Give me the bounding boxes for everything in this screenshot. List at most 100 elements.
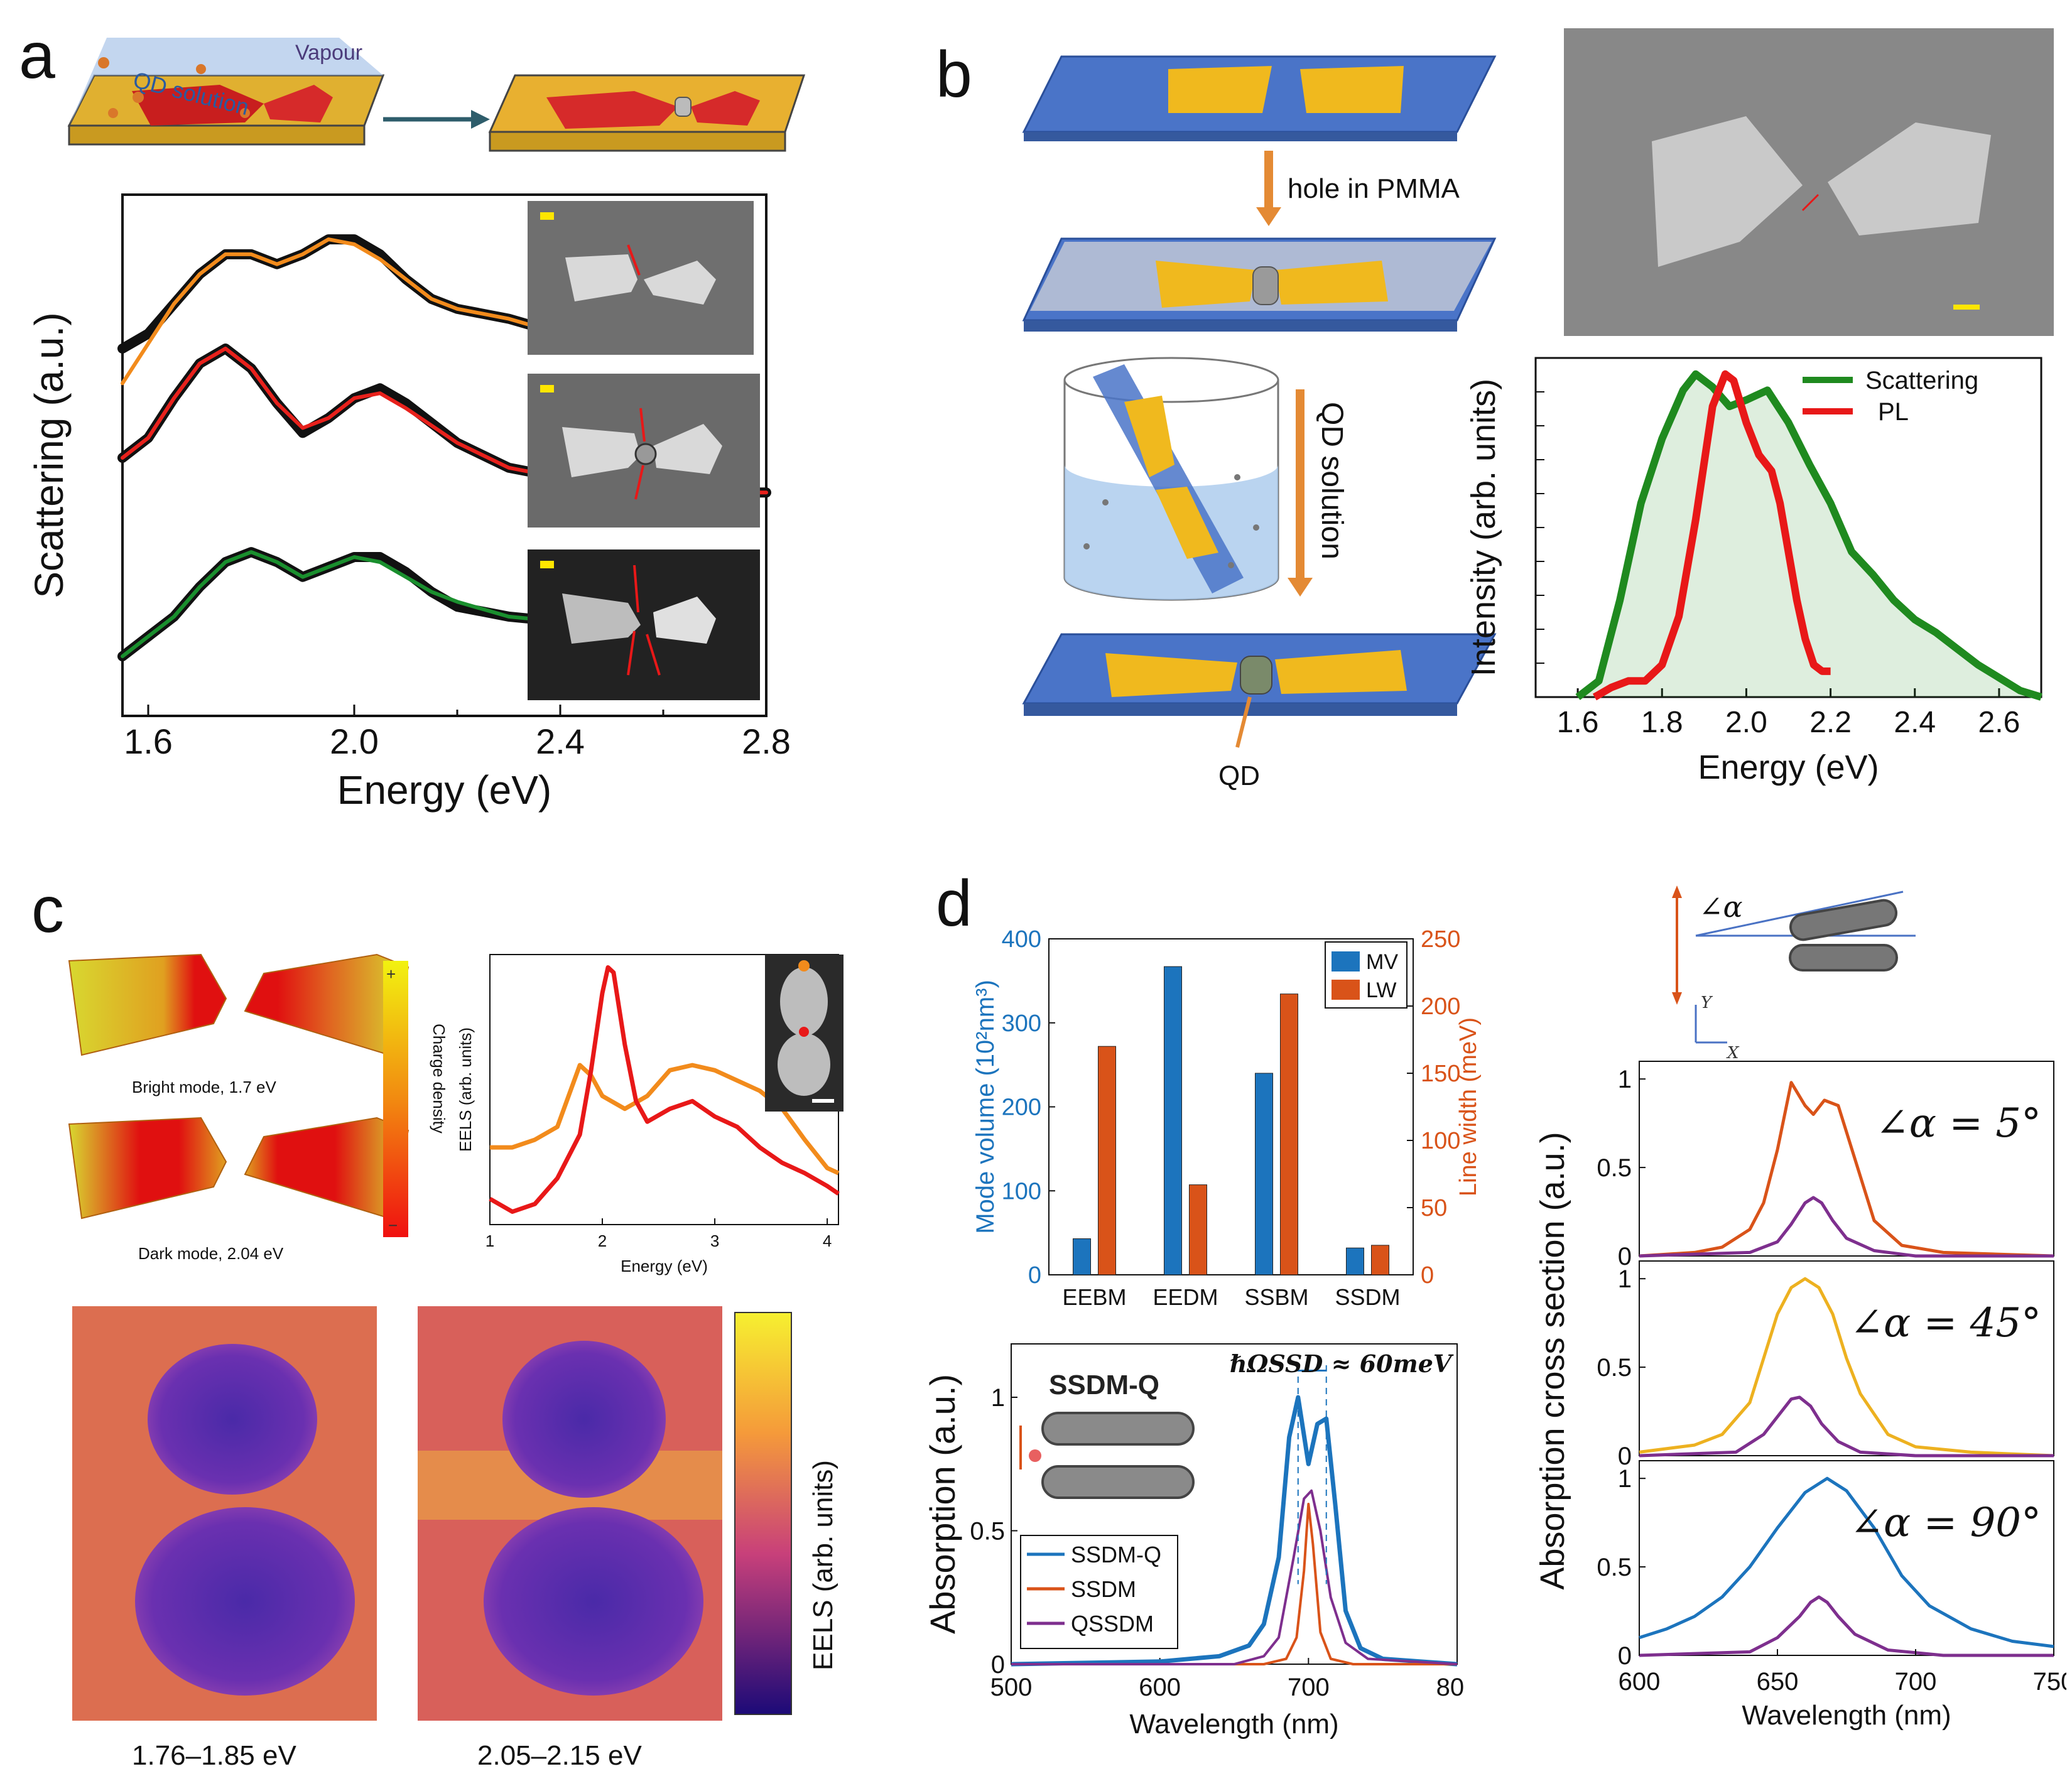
x-tick-label: 600	[1139, 1674, 1181, 1701]
step-hole-in-pmma: hole in PMMA	[1288, 173, 1460, 204]
panel-a-schematic: Vapour QD solution	[67, 38, 806, 152]
bar-LW	[1098, 1046, 1116, 1275]
legend-label-MV: MV	[1366, 950, 1398, 974]
x-tick-label: 1.8	[1641, 706, 1683, 739]
x-axis-title: Energy (eV)	[1698, 749, 1879, 786]
y-axis-label: Y	[1701, 993, 1713, 1012]
y-axis-title: Absorption cross section (a.u.)	[1534, 1132, 1571, 1589]
inset-rod-bottom	[1041, 1465, 1195, 1499]
qd-on-substrate	[1240, 656, 1272, 695]
panel-d-angle-charts: 0 0.5 1 ∠α = 5° 0 0.5 1 ∠α = 45° 0 0.5 1 ∠α = 90° 60…	[1534, 1061, 2066, 1731]
x-tick-label: 2.4	[536, 722, 585, 761]
x-tick-label: 2.6	[1978, 706, 2020, 739]
legend-label-SSDM-Q: SSDM-Q	[1071, 1542, 1161, 1567]
y-tick-label: 0.5	[1597, 1554, 1632, 1581]
subplot-frame	[1639, 1460, 2054, 1656]
charge-plus: +	[386, 965, 396, 983]
y-right-tick-label: 50	[1421, 1195, 1447, 1221]
subplot-frame	[1639, 1260, 2054, 1456]
sem-inset-1	[528, 201, 754, 355]
bar-MV	[1255, 1073, 1273, 1275]
charge-minus: −	[388, 1216, 398, 1235]
series-total	[1639, 1277, 2054, 1458]
eels-map-2	[418, 1306, 722, 1721]
y-axis-title: Intensity (arb. units)	[1465, 379, 1502, 676]
panel-b-sem-image	[1564, 28, 2054, 336]
panel-label-c: c	[31, 874, 64, 946]
legend-label-Scattering: Scattering	[1865, 367, 1978, 394]
x-axis-title: Wavelength (nm)	[1742, 1700, 1951, 1731]
legend-swatch-LW	[1332, 980, 1360, 1000]
y-tick-label: 0.5	[1597, 1154, 1632, 1182]
x-axis-title: Energy (eV)	[621, 1257, 708, 1275]
angle-label: ∠α = 90°	[1850, 1500, 2041, 1546]
x-tick-label: 2.4	[1894, 706, 1936, 739]
angle-symbol: ∠α	[1699, 890, 1743, 924]
series-top-measured	[117, 234, 565, 354]
eels-probe-gap	[799, 1027, 809, 1037]
y-left-tick-label: 100	[1002, 1178, 1041, 1204]
y-left-axis-title: Mode volume (10²nm³)	[974, 980, 999, 1234]
y-left-tick-label: 0	[1028, 1262, 1041, 1289]
series-qd	[1639, 1395, 2054, 1458]
y-right-tick-label: 150	[1421, 1061, 1460, 1087]
y-tick-label: 1	[991, 1384, 1005, 1412]
sem-inset-3	[528, 549, 760, 700]
panel-d-mode-volume-chart: 0 100 200 300 400 0 50 100 150 200 250 EEBM EEDM SSBM…	[974, 926, 1482, 1310]
x-tick-label: 500	[990, 1674, 1033, 1701]
y-tick-label: 0	[1618, 1243, 1632, 1270]
x-axis-title: Energy (eV)	[337, 767, 551, 813]
inset-rod-top	[1041, 1412, 1195, 1446]
eels-colorbar	[734, 1312, 792, 1715]
map-1-label: 1.76–1.85 eV	[132, 1740, 296, 1771]
y-tick-label: 1	[1618, 1465, 1632, 1493]
series-bottom-measured	[117, 547, 565, 662]
x-tick-label: 2.8	[742, 722, 791, 761]
bar-MV	[1073, 1238, 1091, 1275]
eels-probe-edge	[798, 960, 810, 971]
x-tick-label: 600	[1619, 1668, 1661, 1696]
series-bottom-fit	[121, 550, 562, 659]
bar-MV	[1164, 966, 1182, 1275]
y-tick-label: 0	[1618, 1442, 1632, 1470]
inset-qd	[1029, 1449, 1041, 1462]
series-SSDM	[1011, 1503, 1457, 1665]
x-tick-label: 2.0	[1725, 706, 1767, 739]
panel-label-a: a	[19, 19, 55, 92]
charge-density-label: Charge density	[430, 1024, 448, 1134]
angle-label: ∠α = 5°	[1875, 1100, 2041, 1147]
y-tick-label: 0.5	[1597, 1354, 1632, 1382]
rabi-annotation: ℏΩSSD ≈ 60meV	[1230, 1350, 1454, 1378]
y-left-tick-label: 400	[1002, 926, 1041, 953]
y-axis-title: Absorption (a.u.)	[923, 1374, 962, 1634]
quantum-dot	[675, 97, 692, 117]
panel-b-spectrum-chart: 1.6 1.8 2.0 2.2 2.4 2.6 Scattering PL Energy (eV…	[1465, 357, 2042, 786]
x-tick-label: 700	[1288, 1674, 1330, 1701]
panel-b-fabrication-schematic: hole in PMMA QD solution QD	[1022, 55, 1497, 791]
category-label: SSBM	[1244, 1284, 1308, 1310]
subplot-frame	[1639, 1061, 2054, 1257]
series-Scattering	[1575, 370, 2042, 701]
vapour-label: Vapour	[295, 41, 362, 65]
legend-label-SSDM: SSDM	[1071, 1576, 1136, 1602]
panel-label-b: b	[936, 38, 972, 111]
x-tick-label: 800	[1436, 1674, 1463, 1701]
y-tick-label: 0.5	[970, 1518, 1005, 1545]
series-qd	[1639, 1595, 2054, 1657]
y-right-tick-label: 100	[1421, 1128, 1460, 1154]
x-axis-title: Wavelength (nm)	[1129, 1709, 1338, 1740]
series-total	[1639, 1476, 2054, 1648]
legend-swatch-MV	[1332, 951, 1360, 971]
panel-c-charge-colorbar: + − Charge density	[383, 961, 448, 1237]
panel-a-scattering-chart: 1.6 2.0 2.4 2.8 Energy (eV) Scattering (a.u.)	[26, 193, 791, 813]
series-gap	[489, 965, 840, 1214]
step-qd-solution: QD solution	[1315, 402, 1348, 560]
panel-c-eels-chart: 1 2 3 4 Energy (eV) EELS (arb. units)	[456, 954, 840, 1275]
y-left-tick-label: 200	[1002, 1095, 1041, 1121]
panel-c-charge-density: Bright mode, 1.7 eV Dark mode, 2.04 eV	[68, 953, 410, 1263]
panel-d-angle-schematic: ∠α Y X	[1672, 885, 1916, 1063]
x-tick-label: 650	[1757, 1668, 1799, 1696]
bright-mode-label: Bright mode, 1.7 eV	[132, 1078, 276, 1096]
category-label: EEDM	[1153, 1284, 1218, 1310]
legend-label-QSSDM: QSSDM	[1071, 1611, 1154, 1637]
